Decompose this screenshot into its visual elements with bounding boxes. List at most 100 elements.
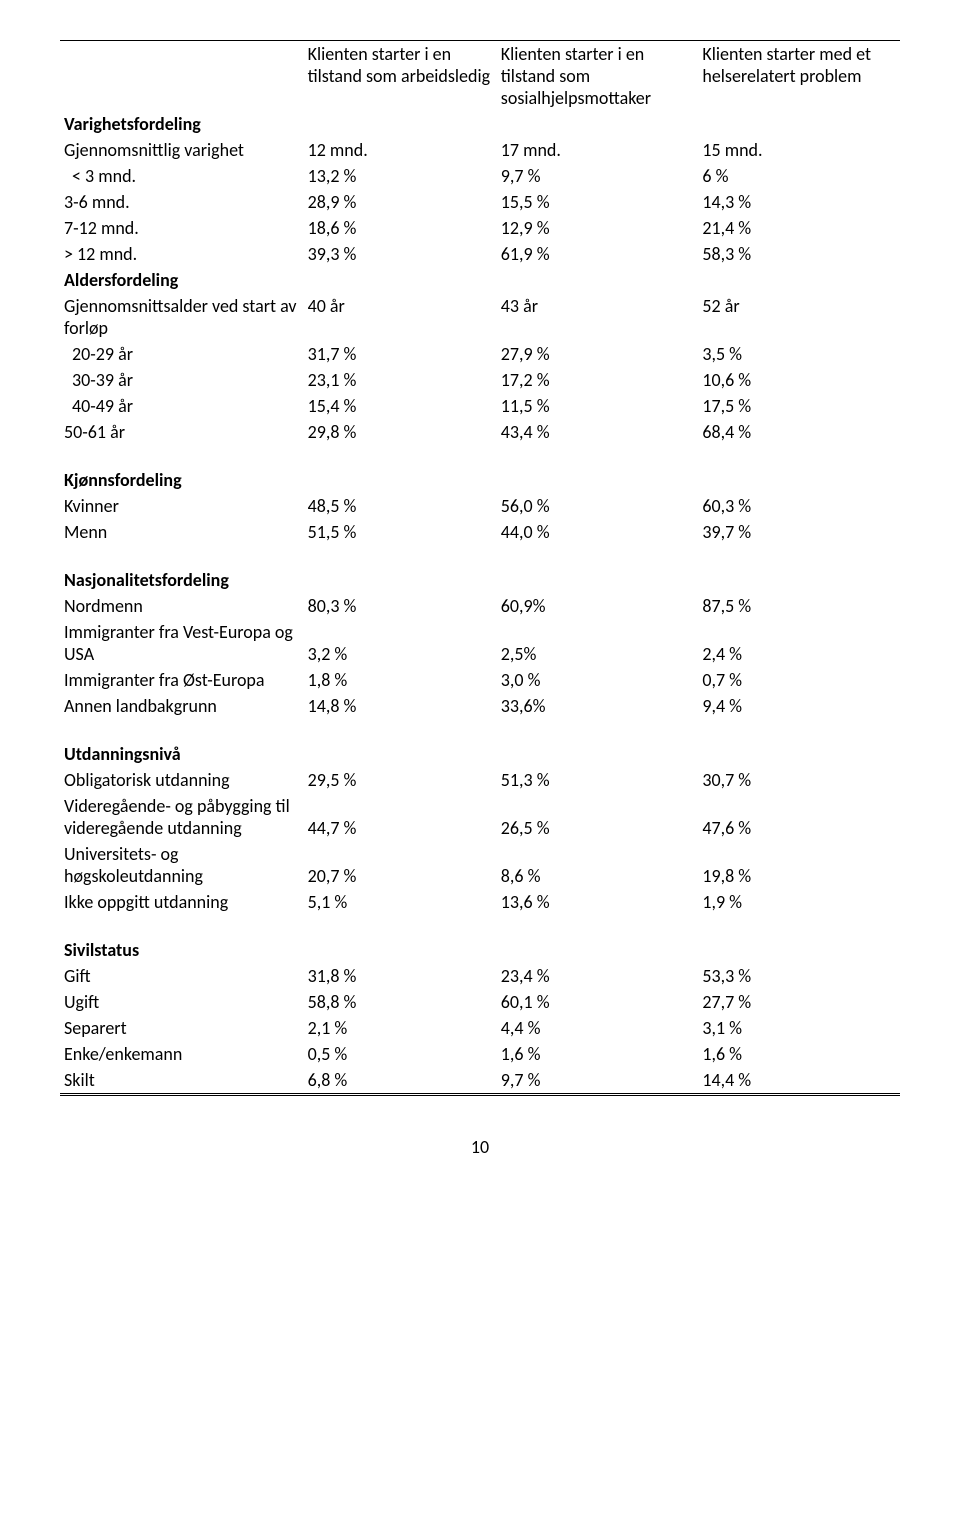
cell: 1,8 % [304, 667, 497, 693]
row-label: Separert [60, 1015, 304, 1041]
cell: 58,3 % [698, 241, 900, 267]
row-label: Annen landbakgrunn [60, 693, 304, 719]
cell: 43,4 % [497, 419, 699, 445]
section-title: Aldersfordeling [60, 267, 304, 293]
cell: 18,6 % [304, 215, 497, 241]
cell: 31,7 % [304, 341, 497, 367]
cell: 68,4 % [698, 419, 900, 445]
cell: 80,3 % [304, 593, 497, 619]
cell: 13,2 % [304, 163, 497, 189]
section-title: Utdanningsnivå [60, 741, 304, 767]
cell: 14,3 % [698, 189, 900, 215]
cell: 29,5 % [304, 767, 497, 793]
cell: 33,6% [497, 693, 699, 719]
table-row: Ikke oppgitt utdanning5,1 %13,6 %1,9 % [60, 889, 900, 915]
cell: 60,1 % [497, 989, 699, 1015]
row-label: 40-49 år [60, 393, 304, 419]
cell: 27,7 % [698, 989, 900, 1015]
cell: 23,4 % [497, 963, 699, 989]
section-title: Sivilstatus [60, 937, 304, 963]
cell: 3,2 % [304, 619, 497, 667]
cell: 87,5 % [698, 593, 900, 619]
table-row: > 12 mnd.39,3 %61,9 %58,3 % [60, 241, 900, 267]
row-label: Skilt [60, 1067, 304, 1095]
cell: 10,6 % [698, 367, 900, 393]
table-row: 3-6 mnd.28,9 %15,5 %14,3 % [60, 189, 900, 215]
section-head-alder: Aldersfordeling [60, 267, 900, 293]
row-label: Gift [60, 963, 304, 989]
cell: 6 % [698, 163, 900, 189]
section-title: Varighetsfordeling [60, 111, 304, 137]
table-row: 30-39 år23,1 %17,2 %10,6 % [60, 367, 900, 393]
cell: 14,4 % [698, 1067, 900, 1095]
row-label: Ugift [60, 989, 304, 1015]
table-row: Annen landbakgrunn14,8 %33,6%9,4 % [60, 693, 900, 719]
section-title: Kjønnsfordeling [60, 467, 304, 493]
table-row: Immigranter fra Vest-Europa og USA3,2 %2… [60, 619, 900, 667]
table-row: Skilt6,8 %9,7 %14,4 % [60, 1067, 900, 1095]
table-row: 20-29 år31,7 %27,9 %3,5 % [60, 341, 900, 367]
section-head-kjonn: Kjønnsfordeling [60, 467, 900, 493]
data-table: Klienten starter i en tilstand som arbei… [60, 40, 900, 1096]
table-header-row: Klienten starter i en tilstand som arbei… [60, 41, 900, 112]
cell: 51,3 % [497, 767, 699, 793]
cell: 52 år [698, 293, 900, 341]
cell: 1,9 % [698, 889, 900, 915]
cell: 30,7 % [698, 767, 900, 793]
section-title: Nasjonalitetsfordeling [60, 567, 304, 593]
table-row: Gjennomsnittsalder ved start av forløp40… [60, 293, 900, 341]
cell: 29,8 % [304, 419, 497, 445]
table-row: Gjennomsnittlig varighet12 mnd.17 mnd.15… [60, 137, 900, 163]
cell: 2,1 % [304, 1015, 497, 1041]
cell: 3,1 % [698, 1015, 900, 1041]
cell: 15,4 % [304, 393, 497, 419]
cell: 31,8 % [304, 963, 497, 989]
cell: 40 år [304, 293, 497, 341]
cell: 58,8 % [304, 989, 497, 1015]
table-row: 7-12 mnd.18,6 %12,9 %21,4 % [60, 215, 900, 241]
section-head-varighet: Varighetsfordeling [60, 111, 900, 137]
cell: 1,6 % [497, 1041, 699, 1067]
table-row: Gift31,8 %23,4 %53,3 % [60, 963, 900, 989]
row-label: 7-12 mnd. [60, 215, 304, 241]
cell: 47,6 % [698, 793, 900, 841]
cell: 3,5 % [698, 341, 900, 367]
row-label: Ikke oppgitt utdanning [60, 889, 304, 915]
cell: 3,0 % [497, 667, 699, 693]
spacer-row [60, 719, 900, 741]
cell: 43 år [497, 293, 699, 341]
cell: 8,6 % [497, 841, 699, 889]
spacer-row [60, 445, 900, 467]
cell: 27,9 % [497, 341, 699, 367]
row-label: > 12 mnd. [60, 241, 304, 267]
row-label: Immigranter fra Vest-Europa og USA [60, 619, 304, 667]
col-header-3: Klienten starter med et helserelatert pr… [698, 41, 900, 112]
table-row: Videregående- og påbygging til videregåe… [60, 793, 900, 841]
cell: 51,5 % [304, 519, 497, 545]
cell: 39,3 % [304, 241, 497, 267]
row-label: Obligatorisk utdanning [60, 767, 304, 793]
spacer-row [60, 915, 900, 937]
row-label: 20-29 år [60, 341, 304, 367]
table-row: Immigranter fra Øst-Europa1,8 %3,0 %0,7 … [60, 667, 900, 693]
row-label: 3-6 mnd. [60, 189, 304, 215]
cell: 44,7 % [304, 793, 497, 841]
row-label: Menn [60, 519, 304, 545]
col-header-2: Klienten starter i en tilstand som sosia… [497, 41, 699, 112]
cell: 53,3 % [698, 963, 900, 989]
table-row: 40-49 år15,4 %11,5 %17,5 % [60, 393, 900, 419]
table-row: Universitets- og høgskoleutdanning20,7 %… [60, 841, 900, 889]
row-label: 50-61 år [60, 419, 304, 445]
table-row: 50-61 år29,8 %43,4 %68,4 % [60, 419, 900, 445]
cell: 9,7 % [497, 163, 699, 189]
cell: 48,5 % [304, 493, 497, 519]
spacer-row [60, 545, 900, 567]
section-head-nasjonalitet: Nasjonalitetsfordeling [60, 567, 900, 593]
cell: 21,4 % [698, 215, 900, 241]
row-label: Gjennomsnittsalder ved start av forløp [60, 293, 304, 341]
table-row: < 3 mnd.13,2 %9,7 %6 % [60, 163, 900, 189]
cell: 44,0 % [497, 519, 699, 545]
row-label: 30-39 år [60, 367, 304, 393]
cell: 60,3 % [698, 493, 900, 519]
table-row: Separert2,1 %4,4 %3,1 % [60, 1015, 900, 1041]
